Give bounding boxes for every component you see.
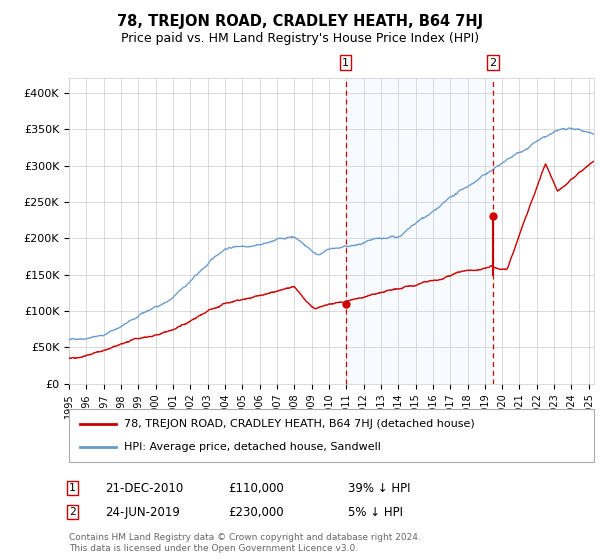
Text: HPI: Average price, detached house, Sandwell: HPI: Average price, detached house, Sand… (124, 442, 381, 452)
Text: 1: 1 (342, 58, 349, 68)
Text: 78, TREJON ROAD, CRADLEY HEATH, B64 7HJ (detached house): 78, TREJON ROAD, CRADLEY HEATH, B64 7HJ … (124, 419, 475, 429)
Text: Contains HM Land Registry data © Crown copyright and database right 2024.
This d: Contains HM Land Registry data © Crown c… (69, 533, 421, 553)
Text: 39% ↓ HPI: 39% ↓ HPI (348, 482, 410, 495)
Text: 2: 2 (490, 58, 497, 68)
Bar (346, 78, 493, 384)
Text: 78, TREJON ROAD, CRADLEY HEATH, B64 7HJ: 78, TREJON ROAD, CRADLEY HEATH, B64 7HJ (117, 14, 483, 29)
Text: £110,000: £110,000 (228, 482, 284, 495)
Text: 24-JUN-2019: 24-JUN-2019 (105, 506, 180, 519)
Text: 2: 2 (69, 507, 76, 517)
Text: 1: 1 (69, 483, 76, 493)
Text: Price paid vs. HM Land Registry's House Price Index (HPI): Price paid vs. HM Land Registry's House … (121, 32, 479, 45)
Text: £230,000: £230,000 (228, 506, 284, 519)
FancyBboxPatch shape (69, 409, 594, 462)
Text: 5% ↓ HPI: 5% ↓ HPI (348, 506, 403, 519)
Text: 21-DEC-2010: 21-DEC-2010 (105, 482, 183, 495)
